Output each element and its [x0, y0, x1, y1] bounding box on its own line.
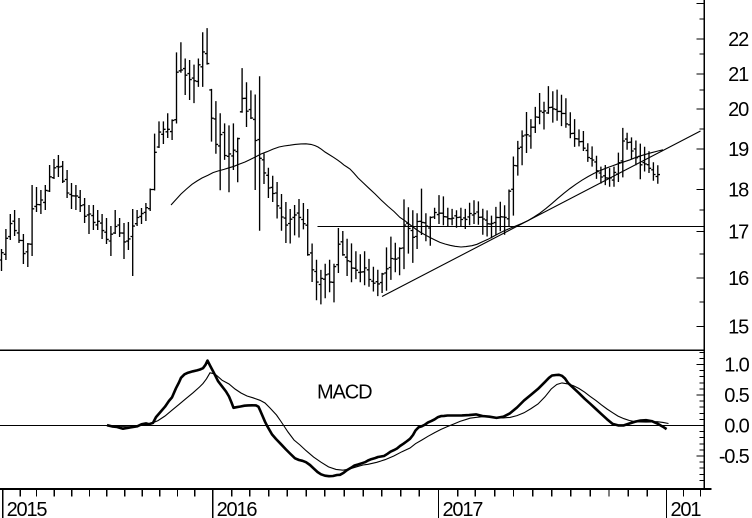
svg-text:20: 20	[728, 99, 749, 121]
svg-text:16: 16	[728, 268, 749, 290]
svg-text:21: 21	[728, 64, 749, 86]
svg-text:22: 22	[728, 29, 749, 51]
svg-text:19: 19	[728, 139, 749, 161]
svg-text:MACD: MACD	[317, 382, 372, 404]
svg-text:17: 17	[728, 221, 749, 243]
svg-text:1.0: 1.0	[724, 355, 749, 377]
svg-text:0.0: 0.0	[724, 416, 749, 438]
svg-text:18: 18	[728, 179, 749, 201]
svg-text:2016: 2016	[217, 499, 258, 518]
svg-text:-0.5: -0.5	[719, 446, 750, 468]
svg-text:2015: 2015	[7, 499, 48, 518]
svg-text:2017: 2017	[443, 499, 484, 518]
svg-text:0.5: 0.5	[724, 385, 749, 407]
svg-text:201: 201	[671, 499, 702, 518]
svg-text:15: 15	[728, 316, 749, 338]
